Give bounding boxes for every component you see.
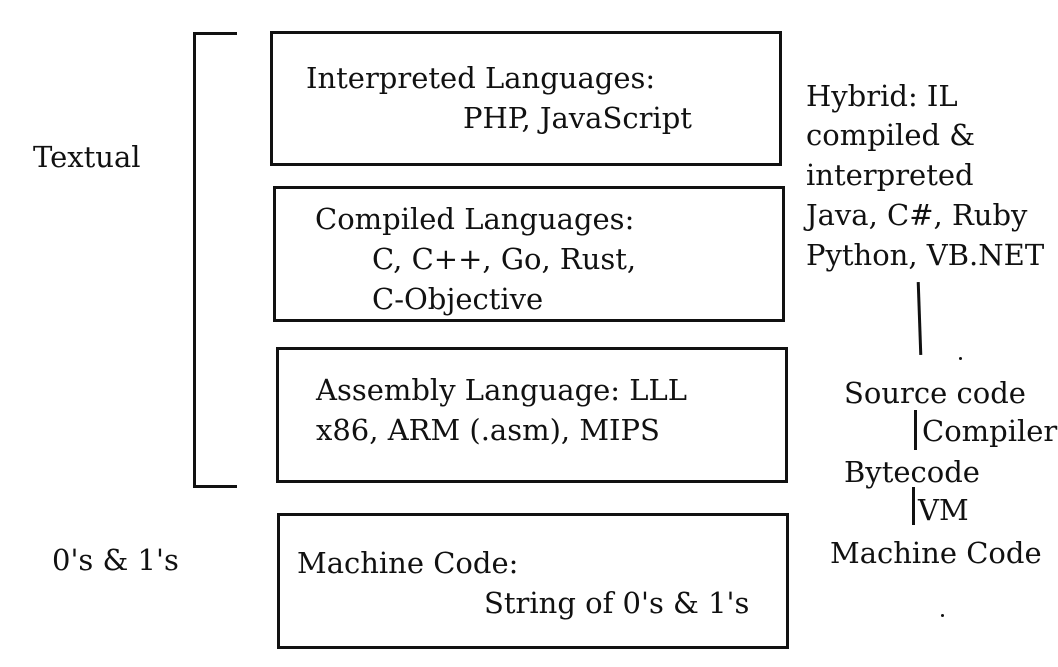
- machine-code-box: Machine Code: String of 0's & 1's: [277, 513, 789, 649]
- machine-code-title: Machine Code:: [297, 546, 519, 580]
- hybrid-line5: Python, VB.NET: [806, 238, 1045, 272]
- compiled-languages-box: Compiled Languages: C, C++, Go, Rust, C-…: [273, 186, 785, 322]
- hybrid-line3: interpreted: [806, 158, 974, 192]
- hybrid-connector-line: [916, 281, 923, 356]
- pipeline-arrow-2: [912, 487, 915, 525]
- pipeline-compiler: Compiler: [922, 414, 1058, 448]
- textual-label: Textual: [33, 140, 141, 174]
- compiled-examples-line2: C-Objective: [372, 282, 544, 316]
- textual-bracket-bottom: [193, 485, 237, 488]
- textual-bracket: [193, 32, 196, 488]
- compiled-title: Compiled Languages:: [315, 202, 635, 236]
- assembly-title: Assembly Language: LLL: [316, 373, 688, 407]
- dot-mark-2: [941, 614, 944, 617]
- dot-mark: [959, 357, 962, 360]
- pipeline-source-code: Source code: [844, 376, 1026, 410]
- compiled-examples-line1: C, C++, Go, Rust,: [372, 242, 637, 276]
- hybrid-line4: Java, C#, Ruby: [806, 198, 1028, 232]
- assembly-language-box: Assembly Language: LLL x86, ARM (.asm), …: [276, 347, 788, 483]
- hybrid-line2: compiled &: [806, 118, 976, 152]
- interpreted-examples: PHP, JavaScript: [463, 101, 692, 135]
- interpreted-title: Interpreted Languages:: [306, 61, 656, 95]
- machine-code-examples: String of 0's & 1's: [484, 586, 750, 620]
- binary-label: 0's & 1's: [52, 543, 179, 577]
- interpreted-languages-box: Interpreted Languages: PHP, JavaScript: [270, 31, 782, 166]
- pipeline-arrow-1: [914, 410, 917, 450]
- pipeline-machine-code: Machine Code: [830, 536, 1042, 570]
- assembly-examples: x86, ARM (.asm), MIPS: [316, 413, 660, 447]
- pipeline-vm: VM: [918, 493, 969, 527]
- hybrid-line1: Hybrid: IL: [806, 79, 958, 113]
- pipeline-bytecode: Bytecode: [844, 455, 980, 489]
- textual-bracket-top: [193, 32, 237, 35]
